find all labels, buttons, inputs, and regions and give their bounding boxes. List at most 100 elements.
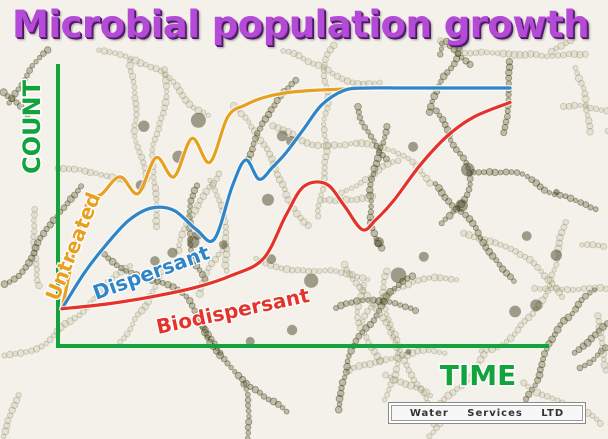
microbe-cell [582,103,589,110]
microbe-cell [538,268,544,275]
microbe-cell [194,313,200,319]
microbe-cell [396,378,405,386]
microbe-cell [155,279,161,285]
microbe-cell [243,386,249,392]
microbe-cell [319,186,327,193]
microbe-cell [94,291,101,299]
microbe-cell [576,364,584,372]
microbe-cell [152,216,161,225]
microbe-cell [31,244,40,252]
microbe-cell [43,340,49,347]
microbe-cell [160,109,167,117]
microbe-cell [591,287,598,293]
microbe-cell [470,169,477,176]
microbe-cell [300,267,307,274]
microbe-cell [326,46,335,54]
microbe-cell [602,285,608,293]
microbe-cell [444,197,453,205]
microbe-cell [360,288,367,294]
microbe-cell [520,379,528,387]
microbe-clump [373,237,384,248]
microbe-cell [341,141,349,149]
microbe-cell [234,371,243,380]
microbe-cell [6,350,14,359]
microbe-cell [199,323,207,331]
microbe-cell [463,191,471,198]
microbe-cell [549,395,556,402]
microbe-cell [187,203,193,210]
microbe-cell [321,164,328,171]
microbe-cell [566,36,575,45]
microbe-cell [269,122,277,130]
microbe-cell [469,219,477,227]
microbe-cell [397,302,403,308]
microbe-cell [540,186,549,194]
microbe-clump [455,199,468,212]
microbe-cell [356,323,365,332]
microbe-cell [256,136,265,145]
microbe-cell [538,52,545,59]
microbe-cell [194,106,203,115]
microbe-cell [320,121,327,127]
microbe-cell [554,52,562,59]
microbe-cell [200,109,207,116]
microbe-cell [248,145,256,153]
microbe-cell [553,284,559,291]
microbe-cell [10,275,18,283]
microbe-cell [389,326,396,333]
microbe-cell [563,40,569,47]
microbe-cell [519,171,526,177]
microbe-cell [535,371,544,380]
microbe-cell [540,272,549,280]
microbe-cell [295,51,303,60]
microbe-cell [570,50,579,58]
microbe-cell [602,367,608,374]
microbe-cell [297,214,304,222]
microbe-cell [557,321,564,328]
microbe-cell [13,99,20,106]
microbe-cell [244,424,252,431]
microbe-cell [579,342,587,350]
microbe-cell [223,267,230,274]
microbe-cell [370,302,376,308]
microbe-cell [535,300,544,309]
microbe-cell [430,429,437,436]
microbe-cell [187,241,194,248]
microbe-cell [387,381,395,388]
microbe-cell [260,141,268,149]
microbe-cell [511,278,517,284]
microbe-cell [472,49,480,56]
microbe-cell [551,191,558,198]
microbe-cell [353,183,360,189]
microbe-cell [281,186,288,193]
series-biodispersant-line [60,100,512,311]
microbe-cell [224,360,231,367]
microbe-cell [30,217,37,224]
microbe-cell [132,89,138,96]
microbe-cell [564,313,573,322]
microbe-cell [555,251,561,257]
microbe-cell [325,142,332,149]
microbe-cell [362,291,371,300]
microbe-cell [222,223,229,231]
microbe-cell [188,302,196,310]
microbe-cell [322,141,331,150]
microbe-cell [401,303,409,311]
microbe-cell [373,312,380,319]
microbe-cell [387,321,394,328]
microbe-cell [591,356,597,362]
microbe-cell [147,63,155,71]
microbe-cell [359,297,366,304]
microbe-cell [300,218,308,226]
microbe-cell [343,77,352,85]
microbe-cell [212,187,219,194]
microbe-cell [417,385,424,392]
microbe-cell [206,183,213,190]
microbe-cell [15,392,22,399]
microbe-cell [599,344,607,353]
microbe-cell [237,110,245,118]
microbe-cell [294,266,302,274]
microbe-cell [438,40,445,47]
microbe-cell [381,301,387,307]
microbe-cell [246,150,255,158]
